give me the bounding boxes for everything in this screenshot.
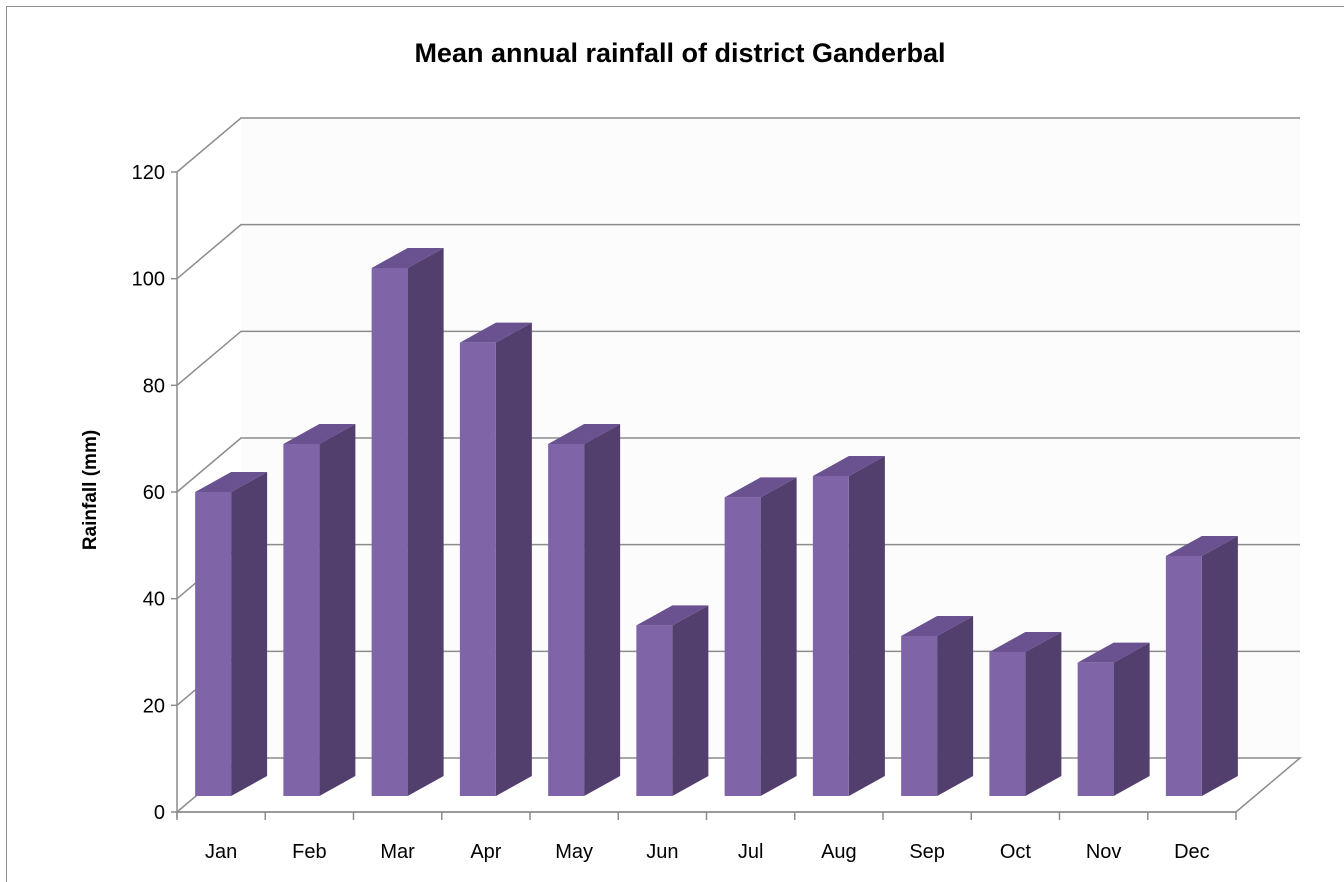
bar-side (672, 605, 709, 796)
bar-nov (1077, 642, 1150, 796)
bar-front (989, 652, 1026, 796)
x-tick-label-may: May (555, 841, 593, 863)
x-tick-label-mar: Mar (380, 841, 415, 863)
x-tick-label-sep: Sep (909, 841, 945, 863)
y-axis-title: Rainfall (mm) (80, 430, 101, 550)
x-tick-label-jul: Jul (738, 841, 764, 863)
bar-sep (901, 616, 974, 796)
y-tick-label: 20 (143, 695, 165, 717)
bar-jun (636, 605, 709, 796)
bar-dec (1165, 536, 1238, 796)
bar-top (1165, 536, 1238, 556)
bar-side (1113, 642, 1150, 796)
bar-top (283, 424, 356, 444)
bar-aug (812, 456, 885, 796)
gridline (176, 223, 1300, 280)
bar-may (548, 424, 621, 796)
bar-side (495, 322, 532, 796)
chart-title: Mean annual rainfall of district Ganderb… (414, 38, 945, 68)
bar-jul (724, 477, 797, 796)
x-tick-label-nov: Nov (1086, 841, 1122, 863)
bar-side (1201, 536, 1238, 796)
bar-front (901, 636, 938, 796)
x-tick-label-jun: Jun (646, 841, 678, 863)
x-tick-label-oct: Oct (1000, 841, 1032, 863)
bar-top (989, 632, 1062, 652)
bar-top (459, 322, 532, 343)
bar-oct (989, 632, 1062, 796)
y-tick-label: 0 (154, 802, 165, 824)
bar-top (636, 605, 709, 626)
bar-side (407, 248, 444, 796)
bar-top (371, 248, 444, 268)
y-tick-label: 80 (143, 375, 165, 397)
y-tick-label: 40 (143, 589, 165, 611)
bar-top (724, 477, 797, 498)
gridline (176, 117, 1300, 173)
gridline (176, 330, 1300, 386)
bar-jan (195, 472, 268, 796)
x-tick-labels: Jan Feb Mar Apr May Jun Jul Aug Sep Oct Nov Dec (205, 841, 1210, 863)
bar-front (548, 444, 585, 796)
bar-front (195, 492, 232, 796)
bar-side (848, 456, 885, 796)
bar-top (901, 616, 974, 636)
bar-front (1077, 662, 1114, 796)
bar-top (548, 424, 621, 444)
bar-side (231, 472, 268, 796)
bar-feb (283, 424, 356, 796)
x-tick-label-feb: Feb (292, 841, 326, 863)
bar-front (636, 625, 673, 796)
axes (171, 171, 1237, 820)
bars (195, 248, 1238, 796)
bar-side (1025, 632, 1062, 796)
bar-front (724, 497, 761, 796)
bar-apr (459, 322, 532, 796)
x-tick-label-dec: Dec (1174, 841, 1210, 863)
bar-front (459, 342, 496, 796)
y-tick-labels: 0 20 40 60 80 100 120 (132, 162, 165, 824)
bar-side (937, 616, 974, 796)
bar-front (283, 444, 320, 796)
bar-front (371, 268, 408, 796)
y-tick-label: 100 (132, 269, 165, 291)
bar-top (812, 456, 885, 476)
bar-side (584, 424, 621, 796)
bar-mar (371, 248, 444, 796)
x-tick-label-aug: Aug (821, 841, 857, 863)
bar-side (319, 424, 356, 796)
x-tick-label-apr: Apr (470, 841, 501, 863)
bar-front (1165, 556, 1202, 796)
bar-top (1077, 642, 1150, 663)
bar-front (812, 476, 849, 796)
bar-top (195, 472, 268, 492)
bar-side (760, 477, 797, 796)
gridline (176, 437, 1300, 493)
y-tick-label: 60 (143, 482, 165, 504)
y-tick-label: 120 (132, 162, 165, 184)
x-tick-label-jan: Jan (205, 841, 237, 863)
